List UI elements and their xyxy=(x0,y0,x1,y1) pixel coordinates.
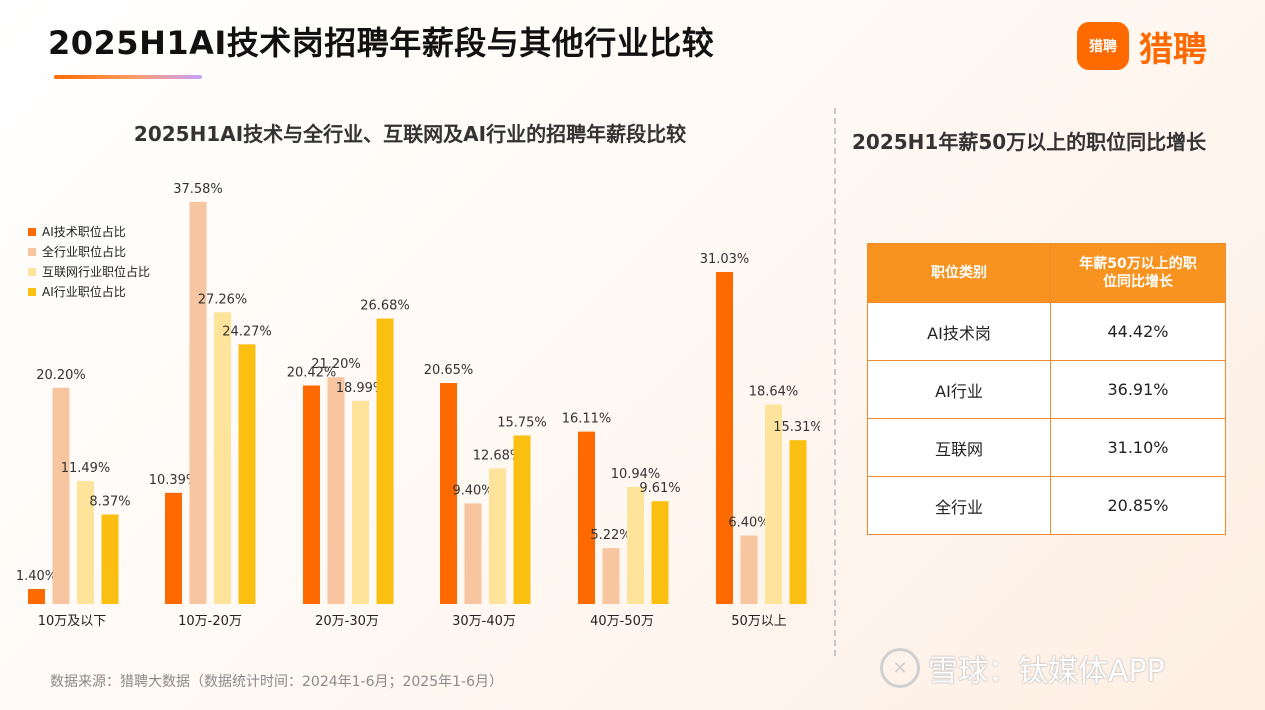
table-header-growth: 年薪50万以上的职位同比增长 xyxy=(1050,243,1226,303)
data-label: 6.40% xyxy=(728,516,769,531)
bar xyxy=(376,318,394,604)
bar xyxy=(52,387,70,604)
data-label: 10.39% xyxy=(149,473,199,488)
bar xyxy=(740,535,758,604)
table-cell-growth: 36.91% xyxy=(1050,360,1226,419)
logo-mark-icon: 猎聘 xyxy=(1077,22,1129,70)
bar xyxy=(513,435,531,604)
bar xyxy=(189,201,207,605)
table-cell-growth: 31.10% xyxy=(1050,418,1226,477)
legend-swatch xyxy=(28,248,36,256)
bar xyxy=(627,486,644,604)
table-cell-category: 互联网 xyxy=(867,418,1051,477)
title-underline xyxy=(54,75,202,79)
legend-swatch xyxy=(28,288,36,296)
data-source-note: 数据来源：猎聘大数据（数据统计时间：2024年1-6月；2025年1-6月） xyxy=(50,674,503,690)
data-label: 5.22% xyxy=(590,528,631,543)
data-label: 18.64% xyxy=(749,385,799,400)
legend-label: 全行业职位占比 xyxy=(42,244,126,259)
table-cell-category: AI行业 xyxy=(867,360,1051,419)
table-cell-category: AI技术岗 xyxy=(867,302,1051,361)
category-tick-label: 30万-40万 xyxy=(452,614,516,629)
data-label: 11.49% xyxy=(61,461,111,476)
data-label: 12.68% xyxy=(473,448,523,463)
watermark: ✕ 雪球：钛媒体APP xyxy=(880,646,1165,690)
right-panel-title: 2025H1年薪50万以上的职位同比增长 xyxy=(852,130,1207,154)
category-tick-label: 40万-50万 xyxy=(590,614,654,629)
xueqiu-logo-icon: ✕ xyxy=(880,648,920,688)
bar xyxy=(464,503,482,604)
bar xyxy=(789,440,807,604)
legend-swatch xyxy=(28,268,36,276)
table-header-category: 职位类别 xyxy=(867,243,1051,303)
data-label: 15.75% xyxy=(497,415,547,430)
bar xyxy=(440,383,457,604)
table-cell-growth: 44.42% xyxy=(1050,302,1226,361)
data-label: 9.61% xyxy=(639,481,680,496)
data-label: 27.26% xyxy=(198,292,248,307)
data-label: 21.20% xyxy=(311,357,361,372)
data-label: 26.68% xyxy=(360,299,410,314)
table-cell-growth: 20.85% xyxy=(1050,476,1226,535)
data-label: 24.27% xyxy=(222,324,272,339)
data-label: 37.58% xyxy=(173,182,223,197)
bar xyxy=(165,492,182,604)
bar xyxy=(327,377,345,604)
table-cell-category: 全行业 xyxy=(867,476,1051,535)
data-label: 18.99% xyxy=(336,381,386,396)
table-row: 全行业 20.85% xyxy=(867,476,1226,535)
data-label: 20.42% xyxy=(287,366,337,381)
bar xyxy=(651,501,669,604)
data-label: 10.94% xyxy=(611,467,661,482)
bar xyxy=(77,481,94,604)
data-label: 31.03% xyxy=(700,252,750,267)
watermark-text: 雪球：钛媒体APP xyxy=(928,654,1165,689)
data-label: 1.40% xyxy=(16,569,57,584)
chart-title: 2025H1AI技术与全行业、互联网及AI行业的招聘年薪段比较 xyxy=(133,122,687,146)
legend-label: AI技术职位占比 xyxy=(42,224,126,239)
page-title: 2025H1AI技术岗招聘年薪段与其他行业比较 xyxy=(48,24,715,62)
bar xyxy=(28,589,45,604)
growth-table: 职位类别 年薪50万以上的职位同比增长 AI技术岗 44.42% AI行业 36… xyxy=(867,243,1226,535)
bar xyxy=(716,271,733,604)
bar xyxy=(214,312,231,604)
salary-bar-chart: 1.40% 10.39% 20.42% 20.65% 16.11% 31.03% 20.20… xyxy=(16,182,820,629)
table-header-row: 职位类别 年薪50万以上的职位同比增长 xyxy=(867,243,1226,303)
category-tick-label: 10万及以下 xyxy=(38,614,107,629)
legend-swatch xyxy=(28,228,36,236)
data-label: 8.37% xyxy=(89,494,130,509)
bar xyxy=(238,344,256,604)
data-label: 16.11% xyxy=(562,412,612,427)
data-label: 20.65% xyxy=(424,363,474,378)
bar xyxy=(489,468,506,604)
bar xyxy=(352,400,369,604)
table-row: AI行业 36.91% xyxy=(867,360,1226,419)
bar xyxy=(101,514,119,604)
data-label: 20.20% xyxy=(36,368,86,383)
legend-label: AI行业职位占比 xyxy=(42,284,126,299)
table-row: AI技术岗 44.42% xyxy=(867,302,1226,361)
category-tick-label: 10万-20万 xyxy=(178,614,242,629)
logo-text: 猎聘 xyxy=(1139,30,1207,70)
category-tick-label: 50万以上 xyxy=(731,614,787,629)
table-row: 互联网 31.10% xyxy=(867,418,1226,477)
section-divider xyxy=(834,108,836,656)
bar xyxy=(765,404,782,604)
category-tick-label: 20万-30万 xyxy=(315,614,379,629)
legend-label: 互联网行业职位占比 xyxy=(42,264,150,279)
liepin-logo: 猎聘 猎聘 xyxy=(1077,20,1227,72)
bar xyxy=(303,385,320,604)
bar xyxy=(602,548,620,604)
data-label: 15.31% xyxy=(773,420,820,435)
bar xyxy=(578,431,595,604)
data-label: 9.40% xyxy=(452,483,493,498)
